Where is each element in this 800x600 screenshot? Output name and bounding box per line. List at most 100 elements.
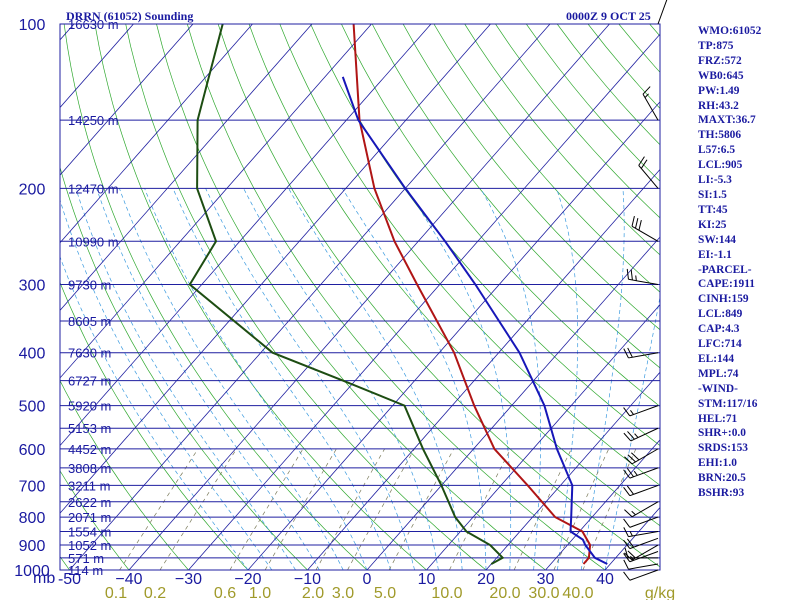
wind-barb-staff [638,165,659,189]
station-title: DRRN (61052) Sounding [66,9,194,23]
index-item: FRZ:572 [698,54,742,67]
wind-barb-staff [629,537,659,550]
wind-barb [624,448,659,465]
mixing-ratio-tick-label: 5.0 [374,585,396,600]
moist-adiabat [205,188,415,570]
pressure-label: 300 [19,278,46,295]
wind-barb-flag [623,407,631,417]
wind-barb-half-flag [634,433,639,438]
index-item: LI:-5.3 [698,174,732,187]
index-item: TH:5806 [698,129,742,142]
mixing-ratio-unit: g/kg [645,585,675,600]
wind-barb-half-flag [635,275,637,281]
index-item: RH:43.2 [698,99,739,112]
mixing-ratio-tick-label: 40.0 [562,585,593,600]
moist-adiabat [580,188,625,570]
mixing-ratio-line [229,448,304,570]
index-item: SRDS:153 [698,442,749,455]
wind-barb-staff [628,530,659,538]
wind-barb-staff [629,405,659,417]
height-label: 4452 m [68,442,111,457]
index-item: CAP:4.3 [698,323,740,336]
wind-barb-flag [623,571,631,581]
wind-barb [624,501,659,518]
isotherm [426,304,660,570]
index-item: BRN:20.5 [698,472,746,485]
mixing-ratio-line [119,448,199,570]
temperature-tick-label: 40 [596,571,614,588]
mixing-ratio-tick-label: 3.0 [332,585,354,600]
mixing-ratio-line [315,448,385,570]
index-item: CAPE:1911 [698,278,755,291]
wind-barb-staff [642,93,659,121]
temperature-tick-label: 0 [363,571,372,588]
mixing-ratio-line [388,448,455,570]
height-label: 5153 m [68,421,111,436]
index-item: LCL:905 [698,159,743,172]
mixing-ratio-line [347,448,415,570]
isotherm [307,168,660,570]
index-item: EI:-1.1 [698,248,732,261]
height-label: 3808 m [68,461,111,476]
index-item: LFC:714 [698,338,742,351]
wind-barb-staff [629,569,659,581]
wind-barb-flag [638,219,642,231]
wind-barb-flag [624,552,633,561]
isotherm [60,24,313,311]
wind-barb-flag [624,509,633,518]
mixing-ratio-tick-label: 0.1 [105,585,127,600]
wind-barb-half-flag [630,410,634,415]
height-label: 2071 m [68,510,111,525]
height-label: 16630 m [68,17,119,32]
wind-barb-staff [631,448,659,465]
mixing-ratio-line [159,448,237,570]
wind-barb-flag [623,469,631,479]
moist-adiabat [556,188,579,570]
wind-barb-half-flag [631,510,636,516]
wind-barb-flag [623,432,632,442]
temperature-tick-label: −30 [175,571,202,588]
wind-barb-staff [629,484,659,497]
isotherm [128,24,610,570]
isotherm [188,33,660,570]
index-item: -PARCEL- [698,263,752,276]
wind-barb-flag [626,268,629,280]
mixing-ratio-tick-label: 20.0 [489,585,520,600]
wind-barb [623,405,659,417]
wind-barb-flag [623,527,629,537]
height-label: 8605 m [68,314,111,329]
wind-barb-staff [631,544,659,561]
temperature-tick-label: −40 [115,571,142,588]
height-label: 1052 m [68,538,111,553]
moist-adiabat [144,188,368,570]
mixing-ratio-tick-label: 0.6 [214,585,236,600]
pressure-label: 700 [19,478,46,495]
isotherm [60,24,432,447]
index-item: PW:1.49 [698,84,740,97]
wind-barb [631,215,659,242]
pressure-label: 1000 [14,563,50,580]
moist-adiabat [288,188,463,570]
mixing-ratio-line [553,448,610,570]
wind-barb-flag [623,559,629,570]
isotherm [247,101,660,570]
pressure-label: 400 [19,346,46,363]
wind-barb-flag [624,456,633,465]
wind-barb-staff [630,427,659,442]
wind-barbs [623,0,668,581]
wind-barb [642,86,659,121]
wind-barb-flag [623,539,631,549]
wind-barb [623,537,659,550]
index-item: EL:144 [698,352,735,365]
dry-adiabat [217,24,660,568]
index-item: WMO:61052 [698,25,762,37]
moist-adiabat [96,188,320,570]
height-label: 14250 m [68,113,119,128]
height-label: 7630 m [68,346,111,361]
height-label: 10990 m [68,234,119,249]
wind-barb [657,0,668,25]
pressure-label: 600 [19,442,46,459]
wind-barb-flag [623,348,629,359]
wind-barb [623,569,659,581]
